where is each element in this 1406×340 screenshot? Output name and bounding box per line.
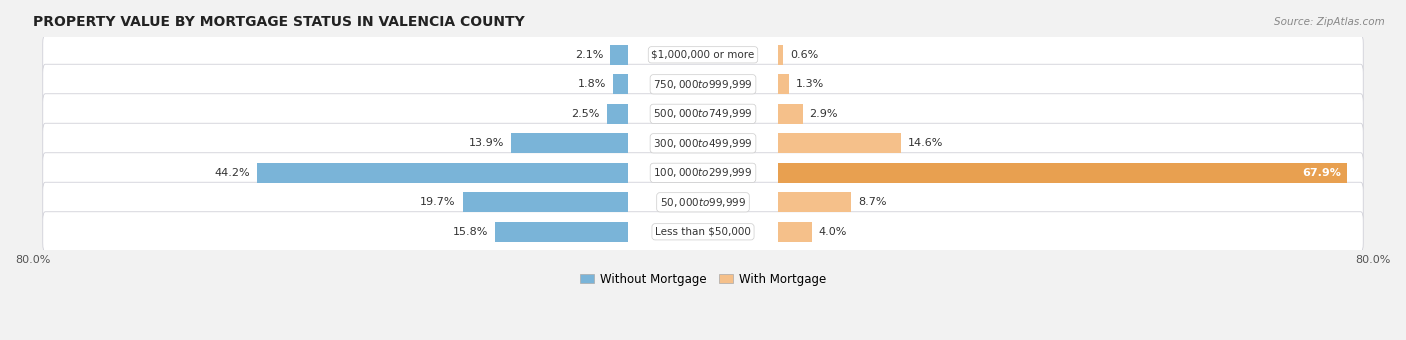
Text: 15.8%: 15.8% <box>453 227 488 237</box>
Bar <box>463 192 627 212</box>
Text: $100,000 to $299,999: $100,000 to $299,999 <box>654 166 752 179</box>
Bar <box>495 222 627 242</box>
Bar <box>779 74 789 94</box>
Bar <box>257 163 627 183</box>
Text: $750,000 to $999,999: $750,000 to $999,999 <box>654 78 752 91</box>
Bar <box>779 45 783 65</box>
FancyBboxPatch shape <box>42 123 1364 163</box>
Text: PROPERTY VALUE BY MORTGAGE STATUS IN VALENCIA COUNTY: PROPERTY VALUE BY MORTGAGE STATUS IN VAL… <box>32 15 524 29</box>
Bar <box>779 133 901 153</box>
Bar <box>779 192 851 212</box>
Text: 13.9%: 13.9% <box>470 138 505 148</box>
Legend: Without Mortgage, With Mortgage: Without Mortgage, With Mortgage <box>575 268 831 290</box>
Text: 1.8%: 1.8% <box>578 79 606 89</box>
Text: 4.0%: 4.0% <box>818 227 846 237</box>
Bar <box>512 133 627 153</box>
FancyBboxPatch shape <box>42 94 1364 134</box>
Text: 14.6%: 14.6% <box>907 138 943 148</box>
Bar <box>779 163 1347 183</box>
Text: Less than $50,000: Less than $50,000 <box>655 227 751 237</box>
Text: 2.1%: 2.1% <box>575 50 603 60</box>
FancyBboxPatch shape <box>42 153 1364 193</box>
FancyBboxPatch shape <box>42 182 1364 222</box>
FancyBboxPatch shape <box>42 35 1364 75</box>
Bar <box>613 74 627 94</box>
Bar <box>779 222 811 242</box>
Bar <box>779 104 803 124</box>
Text: 1.3%: 1.3% <box>796 79 824 89</box>
Text: 19.7%: 19.7% <box>420 197 456 207</box>
Text: 2.9%: 2.9% <box>810 109 838 119</box>
Text: 0.6%: 0.6% <box>790 50 818 60</box>
FancyBboxPatch shape <box>42 64 1364 104</box>
Text: $300,000 to $499,999: $300,000 to $499,999 <box>654 137 752 150</box>
Text: 2.5%: 2.5% <box>572 109 600 119</box>
Text: 8.7%: 8.7% <box>858 197 887 207</box>
Bar <box>610 45 627 65</box>
Bar <box>606 104 627 124</box>
Text: 44.2%: 44.2% <box>215 168 250 178</box>
Text: Source: ZipAtlas.com: Source: ZipAtlas.com <box>1274 17 1385 27</box>
Text: $1,000,000 or more: $1,000,000 or more <box>651 50 755 60</box>
Text: $500,000 to $749,999: $500,000 to $749,999 <box>654 107 752 120</box>
Text: $50,000 to $99,999: $50,000 to $99,999 <box>659 196 747 209</box>
FancyBboxPatch shape <box>42 212 1364 252</box>
Text: 67.9%: 67.9% <box>1302 168 1341 178</box>
